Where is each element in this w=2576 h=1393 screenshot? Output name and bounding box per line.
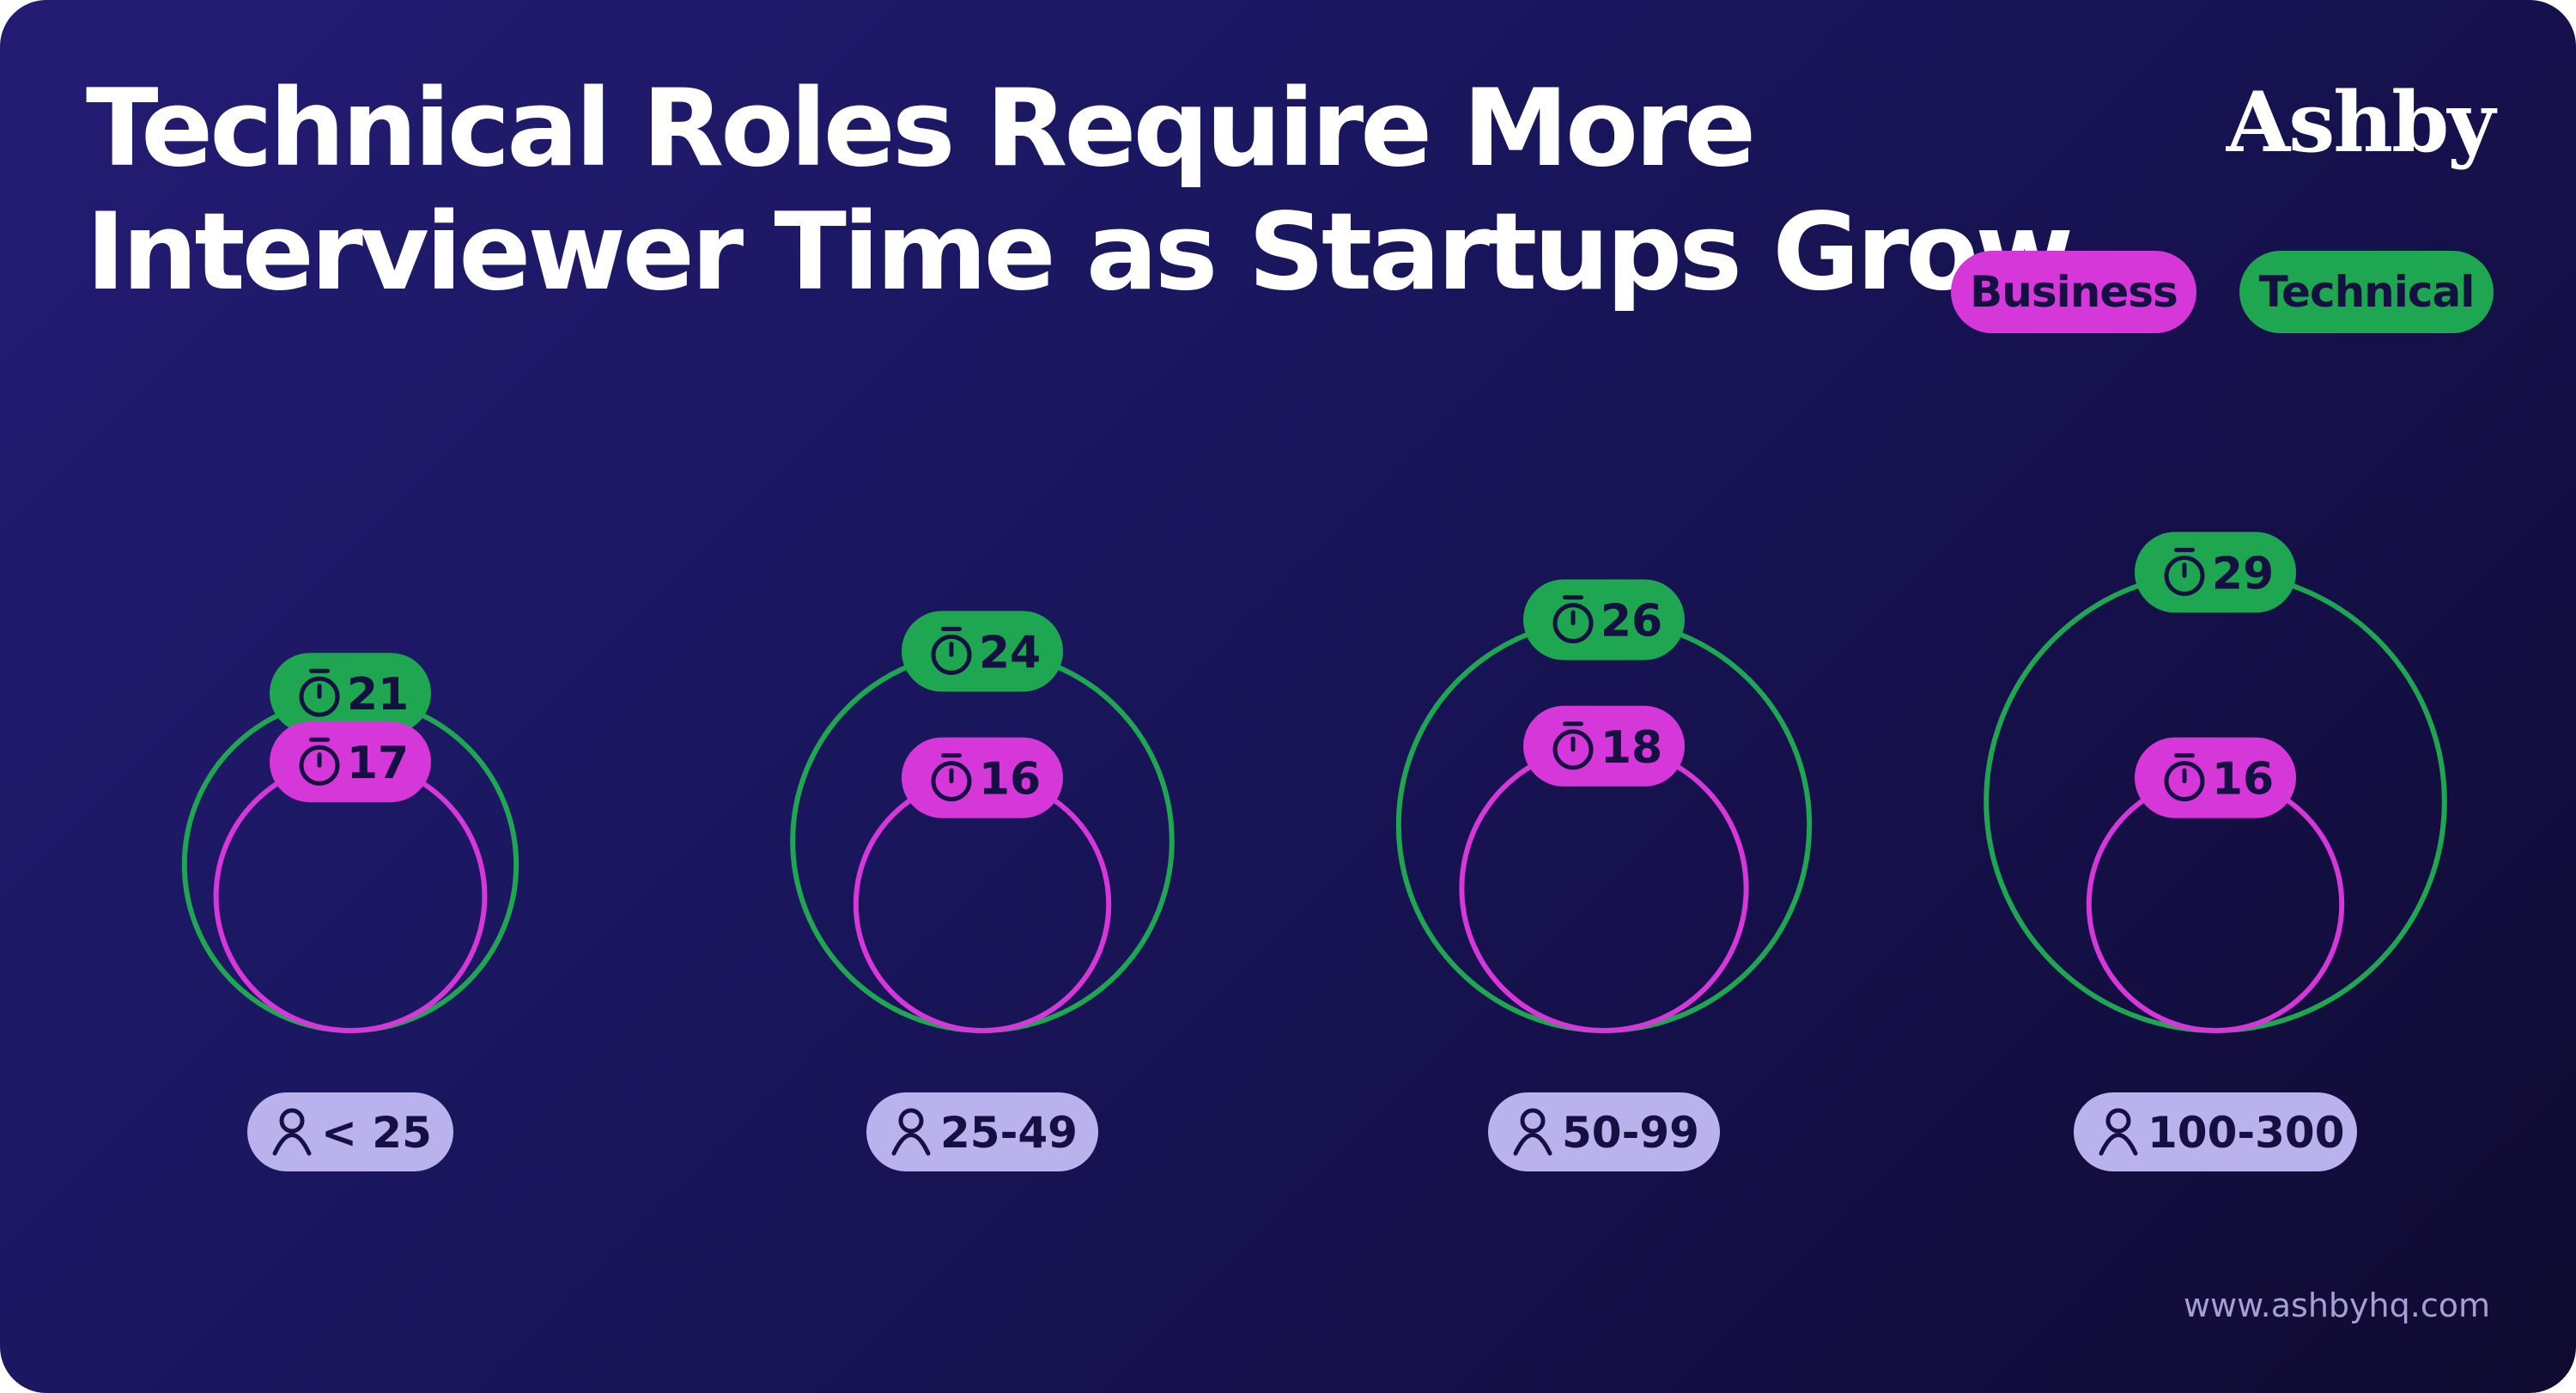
stopwatch-icon [1552, 721, 1594, 770]
data-label-technical-2: 26 [1523, 579, 1685, 660]
company-size-pill-1: 25-49 [866, 1092, 1098, 1171]
data-label-text: 26 [1601, 596, 1662, 648]
data-label-technical-1: 24 [902, 611, 1063, 692]
data-label-technical-3: 29 [2135, 532, 2296, 613]
data-label-text: 17 [347, 738, 409, 789]
data-label-text: 18 [1601, 722, 1662, 774]
category-label: 100-300 [2148, 1108, 2345, 1158]
person-icon [1513, 1108, 1552, 1156]
company-size-pill-0: < 25 [247, 1092, 453, 1171]
stopwatch-icon [299, 737, 340, 786]
data-label-business-2: 18 [1523, 705, 1685, 787]
data-label-text: 24 [979, 627, 1041, 678]
chart-title-line-1: Technical Roles Require More [86, 67, 1756, 191]
category-label: < 25 [321, 1108, 432, 1158]
ashby-logo: Ashby [2226, 74, 2495, 171]
bubble-technical-1 [790, 648, 1175, 1034]
person-icon [891, 1108, 931, 1156]
stopwatch-icon [2164, 753, 2205, 802]
data-label-text: 16 [979, 754, 1041, 806]
stopwatch-icon [299, 668, 340, 717]
stopwatch-icon [1552, 595, 1594, 644]
company-size-pill-2: 50-99 [1488, 1092, 1720, 1171]
data-label-technical-0: 21 [270, 653, 431, 734]
chart-title: Technical Roles Require More Interviewer… [86, 67, 2074, 314]
person-icon [272, 1108, 312, 1156]
data-label-business-3: 16 [2135, 737, 2296, 818]
person-icon [2099, 1108, 2138, 1156]
category-label: 50-99 [1562, 1108, 1699, 1158]
bubble-technical-2 [1395, 617, 1813, 1033]
bubble-business-2 [1459, 743, 1749, 1034]
company-size-pill-3: 100-300 [2074, 1092, 2357, 1171]
data-label-text: 21 [347, 669, 409, 721]
stopwatch-icon [2164, 547, 2205, 596]
chart-title-line-2: Interviewer Time as Startups Grow [86, 191, 2074, 314]
stopwatch-icon [931, 626, 972, 675]
data-label-business-1: 16 [902, 737, 1063, 818]
footer-url: www.ashbyhq.com [2183, 1287, 2490, 1324]
legend-business: Business [1951, 251, 2196, 333]
data-label-text: 16 [2212, 754, 2274, 806]
legend-technical: Technical [2239, 251, 2494, 333]
stopwatch-icon [931, 753, 972, 802]
data-label-business-0: 17 [270, 721, 431, 803]
category-label: 25-49 [940, 1108, 1078, 1158]
data-label-text: 29 [2212, 548, 2274, 599]
